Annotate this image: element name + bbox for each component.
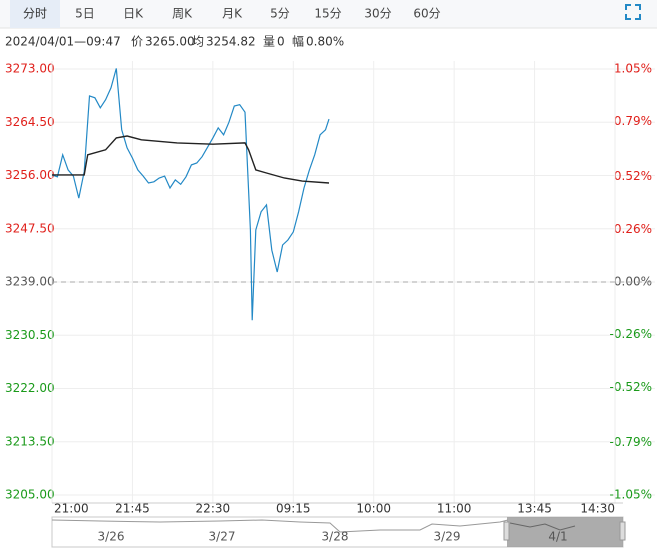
info-price: 3265.00 [145,35,195,49]
y-tick-label: 3205.00 [5,488,55,502]
y2-tick-label: -0.52% [610,380,652,394]
y-tick-label: 3222.00 [5,381,55,395]
y2-tick-label: -1.05% [610,488,652,502]
y2-tick-label: 0.79% [614,114,652,128]
navigator-window[interactable] [507,517,623,547]
y-tick-label: 3247.50 [5,221,55,235]
tab[interactable]: 5日 [75,7,95,21]
average-line [52,135,330,184]
y-tick-label: 3256.00 [5,168,55,182]
info-avg: 3254.82 [206,35,256,49]
y2-tick-label: 0.52% [614,169,652,183]
y-tick-label: 3213.50 [5,434,55,448]
navigator-date: 3/29 [434,530,461,544]
info-change: 0.80% [306,35,344,49]
y-tick-label: 3239.00 [5,275,55,289]
navigator-window-line [509,522,576,531]
tab[interactable]: 60分 [413,7,440,21]
tab[interactable]: 15分 [314,7,341,21]
info-time: 2024/04/01—09:47 [5,35,121,49]
navigator-handle[interactable] [619,521,626,541]
tab-bar [0,0,657,28]
navigator-date: 3/28 [322,530,349,544]
tab[interactable]: 月K [222,7,243,21]
y-tick-label: 3273.00 [5,62,55,76]
navigator-date: 3/26 [98,530,125,544]
x-tick-label: 11:00 [437,502,472,516]
x-tick-label: 21:45 [115,502,150,516]
navigator-date: 4/1 [548,530,567,544]
tab[interactable]: 30分 [364,7,391,21]
info-avg-label: 均 [192,35,204,49]
y2-tick-label: -0.26% [610,327,652,341]
y2-tick-label: 0.26% [614,222,652,236]
tab-selected-bg [10,0,60,28]
price-line [51,68,330,321]
tab[interactable]: 日K [123,7,144,21]
y-tick-label: 3230.50 [5,328,55,342]
x-tick-label: 13:45 [517,502,552,516]
x-tick-label: 14:30 [580,502,615,516]
tab[interactable]: 周K [172,7,193,21]
navigator-date: 3/27 [209,530,236,544]
x-tick-label: 09:15 [276,502,311,516]
x-tick-label: 22:30 [196,502,231,516]
y2-tick-label: 1.05% [614,62,652,76]
info-change-label: 幅 [292,34,304,49]
navigator-handle[interactable] [503,521,510,541]
tab[interactable]: 分时 [23,7,47,21]
y2-tick-label: -0.79% [610,435,652,449]
navigator: 3/26 3/27 3/28 3/29 4/1 [51,516,626,548]
x-tick-label: 21:00 [54,502,89,516]
info-volume-label: 量 [263,35,275,49]
info-volume: 0 [277,35,285,49]
info-price-label: 价 [131,35,143,49]
tab[interactable]: 5分 [270,7,290,21]
y-tick-label: 3264.50 [5,115,55,129]
info-line: 2024/04/01—09:47 价 3265.00均 3254.82 量 0 幅 0.80% [5,34,344,49]
expand-icon[interactable] [625,4,641,20]
navigator-line [51,519,509,533]
x-tick-label: 10:00 [356,502,391,516]
